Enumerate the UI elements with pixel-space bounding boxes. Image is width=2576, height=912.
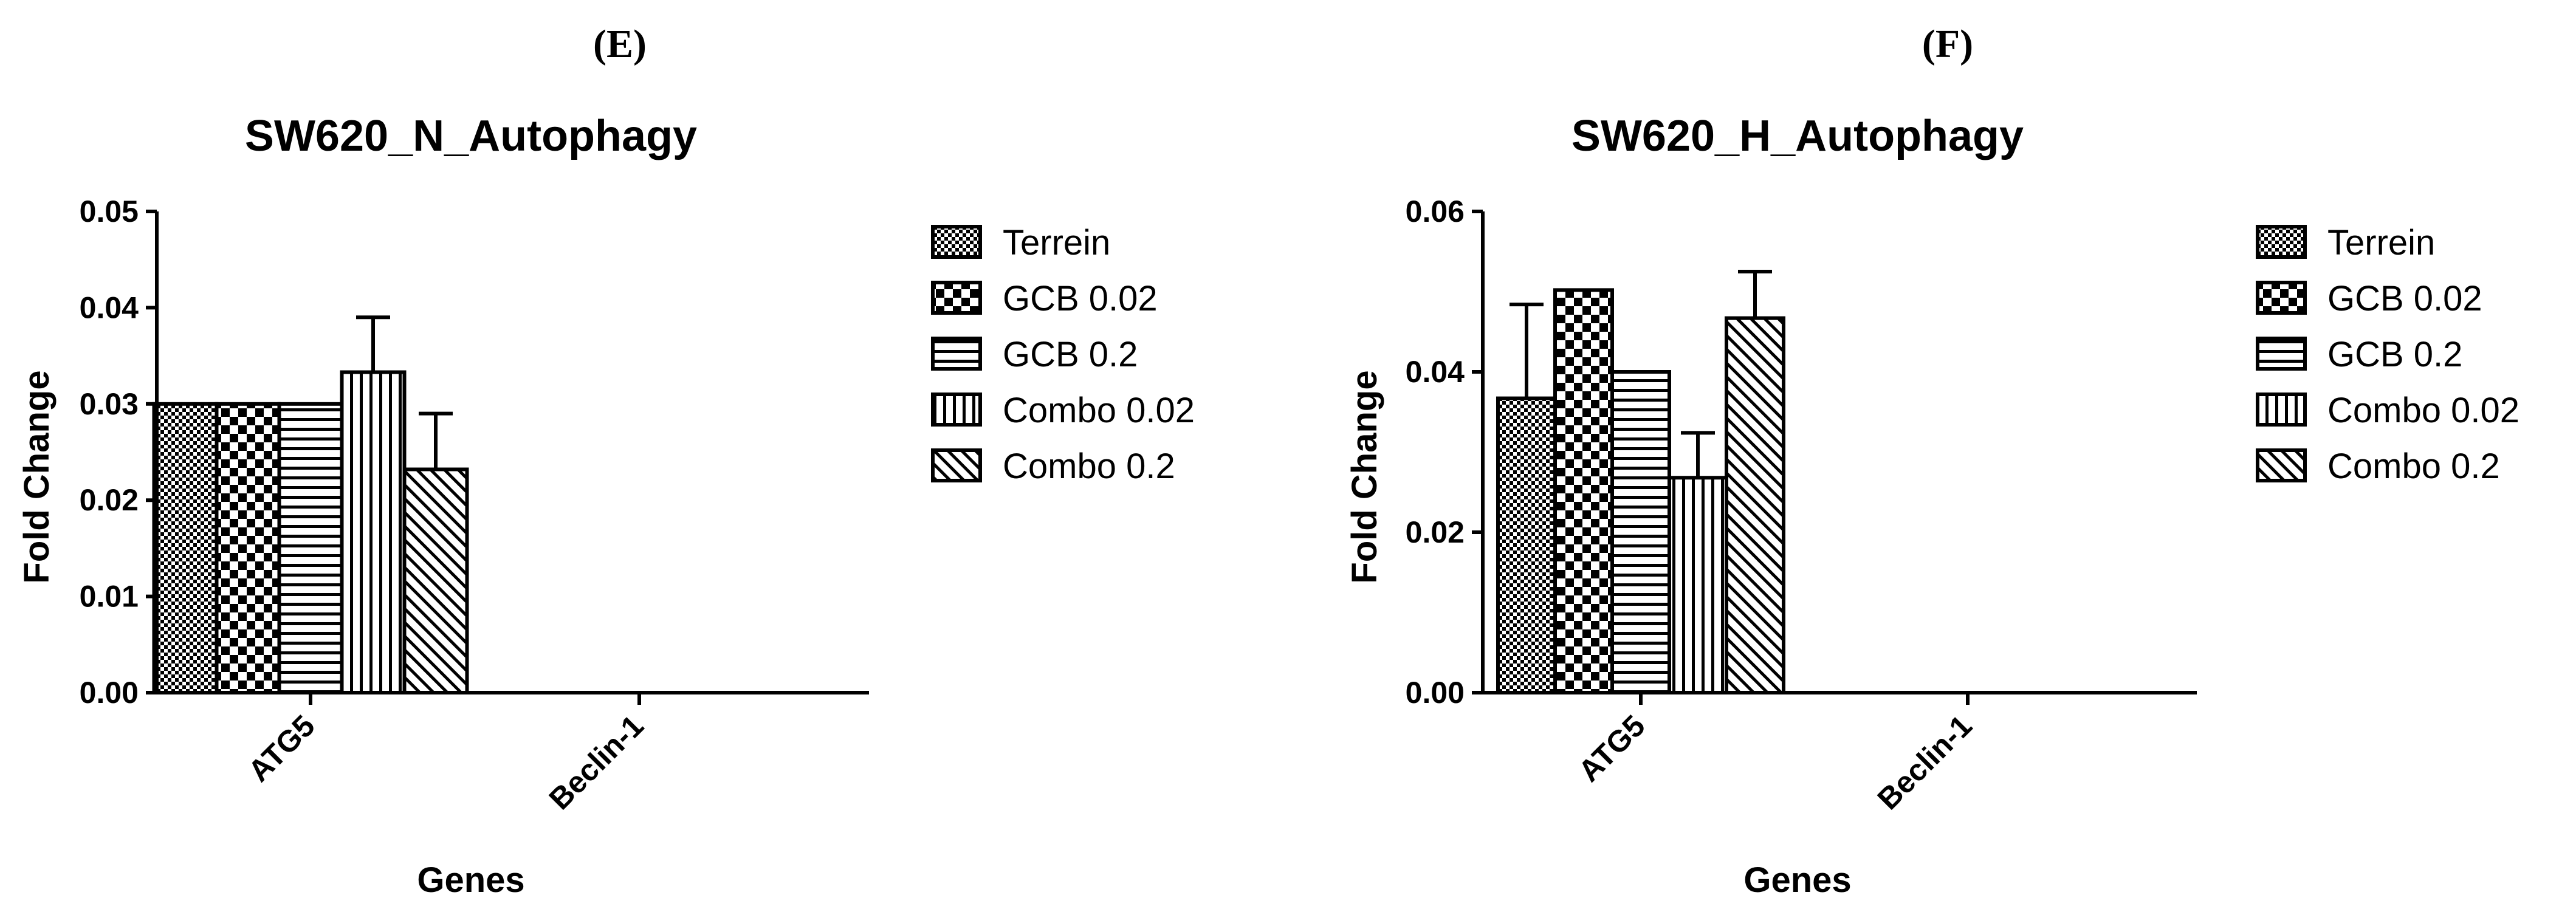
legend-swatch: [931, 393, 982, 427]
legend-label: Combo 0.02: [1003, 391, 1195, 430]
bar-combo-0-02-atg5: [1668, 476, 1728, 694]
legend-swatch: [2256, 448, 2307, 482]
bar-gcb-0-02-atg5: [215, 402, 281, 694]
y-tick-label: 0.02: [80, 483, 139, 517]
chart-title-f: SW620_H_Autophagy: [1571, 112, 2024, 160]
y-tick-label: 0.05: [80, 194, 139, 228]
legend-label: GCB 0.2: [2327, 335, 2462, 374]
legend-label: Terrein: [2327, 223, 2435, 262]
panel-label-f: (F): [1922, 22, 1973, 66]
x-tick-label: Beclin-1: [543, 708, 650, 816]
chart-panel-e: (E) SW620_N_Autophagy Fold Change Genes …: [17, 22, 1195, 900]
y-tick-label: 0.00: [80, 676, 139, 710]
x-tick-label: ATG5: [242, 708, 321, 788]
bar-terrein-atg5: [1496, 396, 1557, 694]
x-axis-label-e: Genes: [417, 860, 524, 900]
x-tick-label: ATG5: [1572, 708, 1652, 788]
bar-combo-0-2-atg5: [402, 467, 469, 695]
legend-e: Terrein GCB 0.02 GCB 0.2 Combo 0.02 Combo 0.…: [931, 223, 1195, 486]
y-axis-label-f: Fold Change: [1345, 370, 1384, 583]
legend-swatch: [931, 337, 982, 371]
bar-gcb-0-2-atg5: [277, 402, 344, 694]
bar-gcb-0-2-atg5: [1610, 370, 1671, 694]
legend-swatch: [2256, 225, 2307, 259]
legend-swatch: [2256, 281, 2307, 315]
legend-label: GCB 0.2: [1003, 335, 1138, 374]
legend-label: Terrein: [1003, 223, 1110, 262]
y-axis-label-e: Fold Change: [17, 370, 57, 583]
y-tick-label: 0.03: [80, 387, 139, 421]
x-tick-label: Beclin-1: [1871, 708, 1979, 816]
legend-label: GCB 0.02: [1003, 279, 1158, 318]
legend-label: Combo 0.02: [2327, 391, 2519, 430]
chart-panel-f: (F) SW620_H_Autophagy Fold Change Genes …: [1345, 22, 2519, 900]
y-tick-label: 0.01: [80, 580, 139, 614]
legend-f: Terrein GCB 0.02 GCB 0.2 Combo 0.02 Combo 0.…: [2256, 223, 2519, 486]
legend-label: Combo 0.2: [2327, 447, 2500, 486]
legend-label: GCB 0.02: [2327, 279, 2482, 318]
chart-title-e: SW620_N_Autophagy: [245, 112, 697, 160]
y-tick-label: 0.04: [1406, 355, 1465, 389]
bar-combo-0-02-atg5: [340, 370, 407, 694]
legend-label: Combo 0.2: [1003, 447, 1175, 486]
legend-swatch: [931, 225, 982, 259]
bar-gcb-0-02-atg5: [1553, 288, 1614, 694]
legend-swatch: [2256, 337, 2307, 371]
panel-label-e: (E): [593, 22, 647, 66]
y-tick-label: 0.06: [1406, 194, 1465, 228]
y-tick-label: 0.00: [1406, 676, 1465, 710]
y-tick-label: 0.04: [80, 290, 139, 324]
plot-area-f: 0.00 0.02 0.04 0.06 ATG5 Beclin-1: [1406, 194, 2197, 816]
y-tick-label: 0.02: [1406, 515, 1465, 549]
plot-area-e: 0.00 0.01 0.02 0.03 0.04 0.05 ATG5 Beclin-1: [80, 194, 869, 816]
legend-swatch: [931, 281, 982, 315]
legend-swatch: [931, 448, 982, 482]
bar-combo-0-2-atg5: [1725, 316, 1785, 694]
bar-terrein-atg5: [152, 402, 219, 694]
x-axis-label-f: Genes: [1743, 860, 1851, 900]
legend-swatch: [2256, 393, 2307, 427]
